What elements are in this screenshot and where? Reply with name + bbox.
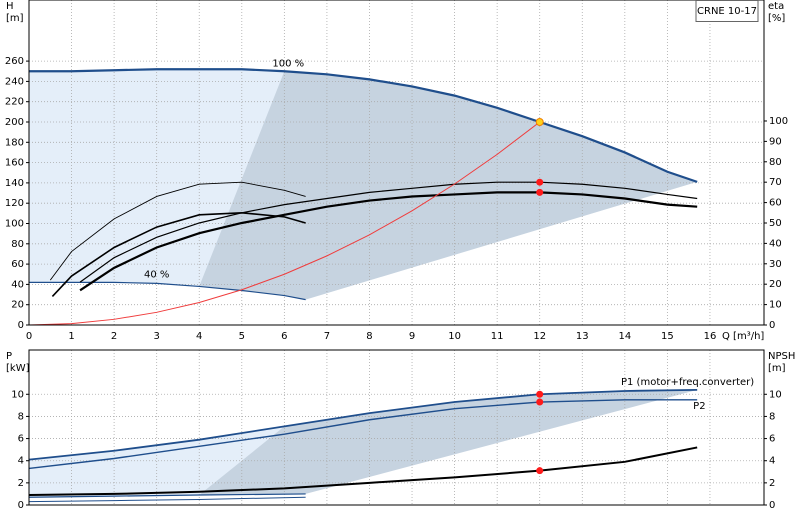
x-tick-label: 8 [366,331,372,342]
y-tick-label: 140 [5,178,24,189]
y-tick-label: 160 [5,158,24,169]
y2-tick-label: 2 [769,478,775,489]
y-tick-label: 2 [18,478,24,489]
curve [28,121,541,326]
y2-tick-label: 4 [769,456,775,467]
y2-tick-label: 6 [769,434,775,445]
x-tick-label: 7 [324,331,330,342]
curve [51,211,306,297]
y2-tick-label: 30 [769,259,782,270]
y2-tick-label: 60 [769,198,782,209]
x-tick-label: 13 [576,331,589,342]
y2-tick-label: 0 [769,500,775,511]
x-tick-label: 5 [239,331,245,342]
y2-tick-label: 40 [769,238,782,249]
x-tick-label: 9 [409,331,415,342]
x-tick-label: 4 [196,331,202,342]
x-tick-label: 15 [661,331,674,342]
curve-label: P1 (motor+freq.converter) [621,377,754,388]
y2-axis-label: eta [768,1,784,12]
x-tick-label: 10 [448,331,461,342]
y-tick-label: 4 [18,456,24,467]
y2-axis-label: [%] [768,13,785,24]
y-tick-label: 220 [5,97,24,108]
curve [79,191,698,292]
curve [28,446,698,497]
x-tick-label: 3 [153,331,159,342]
y2-tick-label: 50 [769,218,782,229]
y-axis-label: [m] [6,13,24,24]
curve [29,68,698,183]
model-box [695,0,759,22]
curve [79,181,698,283]
y-tick-label: 240 [5,76,24,87]
y2-tick-label: 10 [769,300,782,311]
y-axis-label: H [6,1,14,12]
y-tick-label: 6 [18,434,24,445]
y2-axis-label: [m] [768,363,786,374]
curve [28,388,698,461]
y-axis-label: P [6,351,12,362]
x-tick-label: 11 [491,331,504,342]
y-tick-label: 180 [5,137,24,148]
y2-tick-label: 10 [769,389,782,400]
curve-label: 40 % [144,269,169,280]
x-tick-label: 16 [704,331,717,342]
y-tick-label: 120 [5,198,24,209]
curve [28,399,698,470]
y-tick-label: 0 [18,500,24,511]
y2-tick-label: 70 [769,177,782,188]
x-axis-label: Q [m³/h] [722,331,764,342]
x-tick-label: 6 [281,331,287,342]
model-label: CRNE 10-17 [697,6,757,17]
x-tick-label: 12 [533,331,546,342]
y-tick-label: 40 [11,279,24,290]
curve-label: 100 % [272,58,304,69]
duty-point [535,118,544,127]
y2-axis-label: NPSH [768,351,795,362]
y-axis-label: [kW] [6,363,30,374]
x-tick-label: 0 [26,331,32,342]
y-tick-label: 0 [18,320,24,331]
y2-tick-label: 20 [769,279,782,290]
curve [28,496,306,503]
x-tick-label: 1 [68,331,74,342]
curve-label: P2 [693,401,705,412]
plot-frame [28,349,765,506]
x-tick-label: 2 [111,331,117,342]
curve [28,493,306,498]
duty-point [536,390,544,398]
y-tick-label: 200 [5,117,24,128]
duty-point [536,188,544,196]
y-tick-label: 10 [11,389,24,400]
y-tick-label: 80 [11,239,24,250]
y2-tick-label: 8 [769,411,775,422]
y-tick-label: 100 [5,219,24,230]
plot-frame [28,0,765,326]
duty-point [536,178,544,186]
x-tick-label: 14 [618,331,631,342]
y-tick-label: 20 [11,300,24,311]
y2-tick-label: 100 [769,116,788,127]
y-tick-label: 60 [11,259,24,270]
y2-tick-label: 90 [769,136,782,147]
y-tick-label: 8 [18,411,24,422]
duty-point [536,398,544,406]
duty-point [536,467,544,475]
y-tick-label: 260 [5,56,24,67]
curve [49,181,306,281]
y2-tick-label: 0 [769,320,775,331]
y2-tick-label: 80 [769,157,782,168]
curve [29,281,306,301]
